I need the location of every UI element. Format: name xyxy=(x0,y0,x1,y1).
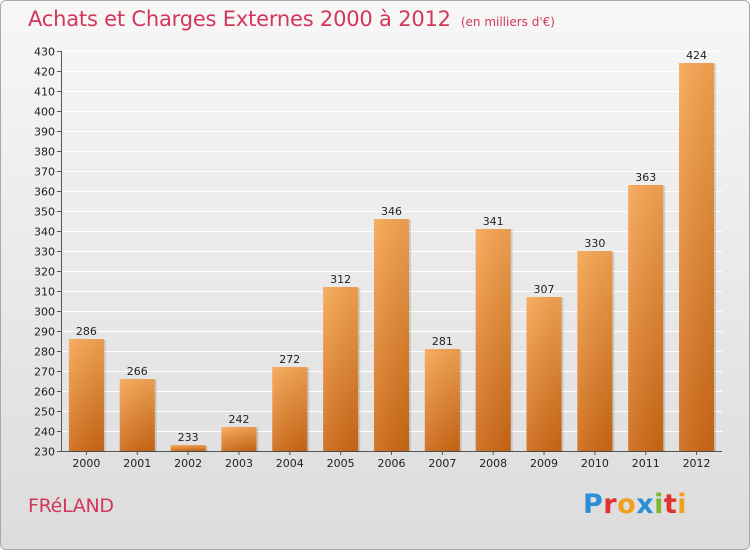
y-tick-label: 320 xyxy=(34,266,55,279)
data-label: 242 xyxy=(228,413,249,426)
x-tick-label: 2011 xyxy=(632,457,660,470)
data-label: 424 xyxy=(686,49,707,62)
y-tick-label: 330 xyxy=(34,246,55,259)
data-label: 266 xyxy=(127,365,148,378)
bar-highlight xyxy=(68,339,104,451)
bars xyxy=(68,63,717,452)
logo-letter: r xyxy=(603,489,618,520)
bar-highlight xyxy=(475,229,511,451)
bar-highlight xyxy=(628,185,664,451)
x-tick-label: 2007 xyxy=(428,457,456,470)
x-tick-label: 2009 xyxy=(530,457,558,470)
y-tick-label: 410 xyxy=(34,86,55,99)
data-label: 272 xyxy=(279,353,300,366)
bar-highlight xyxy=(221,427,257,451)
y-tick-label: 370 xyxy=(34,166,55,179)
y-tick-label: 240 xyxy=(34,426,55,439)
y-tick-label: 300 xyxy=(34,306,55,319)
x-tick-label: 2006 xyxy=(378,457,406,470)
logo-letter: P xyxy=(583,489,604,520)
commune-name: FRéLAND xyxy=(28,495,114,517)
x-tick-label: 2012 xyxy=(683,457,711,470)
y-tick-label: 290 xyxy=(34,326,55,339)
data-label: 233 xyxy=(178,431,199,444)
bar-highlight xyxy=(373,219,410,451)
y-tick-label: 380 xyxy=(34,146,55,159)
x-tick-label: 2004 xyxy=(276,457,304,470)
y-tick-label: 250 xyxy=(34,406,55,419)
y-tick-label: 230 xyxy=(34,446,55,459)
proxiti-logo: Proxiti xyxy=(583,489,687,520)
logo-letter: o xyxy=(617,489,637,520)
bar-highlight xyxy=(272,367,308,451)
bar-highlight xyxy=(679,63,715,451)
chart-unit: (en milliers d'€) xyxy=(460,15,555,29)
bar-highlight xyxy=(170,445,206,451)
axes: 230 240 250 260 270 280 290 300 310 320 330 340 350 3… xyxy=(34,46,722,470)
y-tick-label: 280 xyxy=(34,346,55,359)
value-labels: 286 266 233 242 272 312 346 281 341 307 330 363 424 xyxy=(76,49,707,444)
data-label: 363 xyxy=(635,171,656,184)
bar-highlight xyxy=(526,297,562,451)
logo-letter: t xyxy=(663,489,678,520)
y-tick-label: 400 xyxy=(34,106,55,119)
x-tick-label: 2010 xyxy=(581,457,609,470)
y-tick-label: 260 xyxy=(34,386,55,399)
logo-letter: x xyxy=(636,489,655,520)
chart-title-block: Achats et Charges Externes 2000 à 2012 (e… xyxy=(28,7,555,31)
bar-highlight xyxy=(424,349,460,451)
bar-highlight xyxy=(323,287,359,451)
logo-letter: i xyxy=(654,489,664,520)
y-tick-label: 360 xyxy=(34,186,55,199)
data-label: 307 xyxy=(534,283,555,296)
data-label: 312 xyxy=(330,273,351,286)
data-label: 286 xyxy=(76,325,97,338)
data-label: 346 xyxy=(381,205,402,218)
y-tick-label: 350 xyxy=(34,206,55,219)
y-tick-label: 270 xyxy=(34,366,55,379)
bar-highlight xyxy=(119,379,155,451)
logo-letter: i xyxy=(677,489,688,520)
y-tick-label: 390 xyxy=(34,126,55,139)
x-tick-label: 2003 xyxy=(225,457,253,470)
x-tick-label: 2002 xyxy=(174,457,202,470)
x-tick-label: 2005 xyxy=(327,457,355,470)
y-tick-label: 310 xyxy=(34,286,55,299)
y-tick-label: 340 xyxy=(34,226,55,239)
x-tick-label: 2000 xyxy=(72,457,100,470)
bar-highlight xyxy=(577,251,613,451)
data-label: 341 xyxy=(483,215,504,228)
data-label: 330 xyxy=(584,237,605,250)
y-tick-label: 420 xyxy=(34,66,55,79)
x-tick-label: 2008 xyxy=(479,457,507,470)
chart-title: Achats et Charges Externes 2000 à 2012 xyxy=(28,7,451,31)
y-tick-label: 430 xyxy=(34,46,55,59)
x-tick-label: 2001 xyxy=(123,457,151,470)
data-label: 281 xyxy=(432,335,453,348)
